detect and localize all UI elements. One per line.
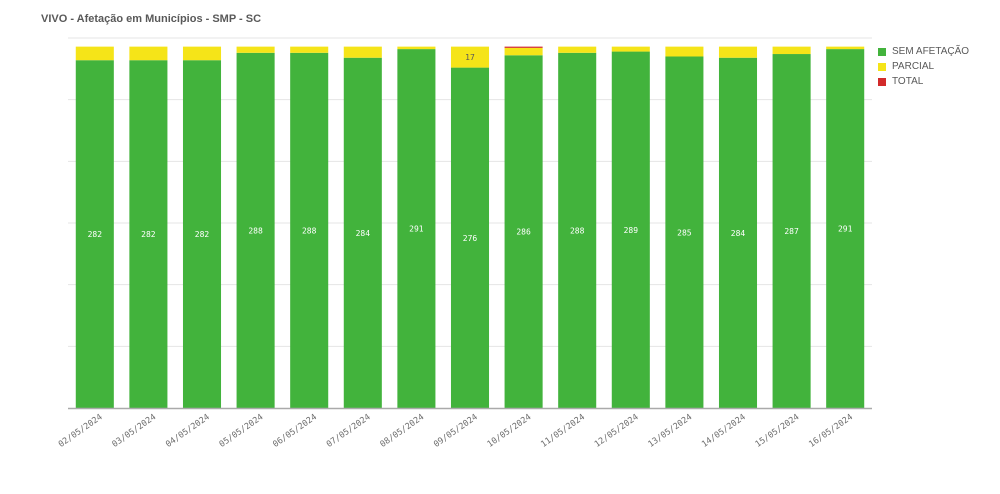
data-label: 289 <box>624 226 639 235</box>
bar-segment[interactable] <box>558 52 597 409</box>
bar-segment[interactable] <box>236 46 275 53</box>
legend: SEM AFETAÇÃO PARCIAL TOTAL <box>878 44 969 89</box>
data-label: 288 <box>248 226 263 235</box>
bar-segment[interactable] <box>450 46 490 68</box>
data-label: 287 <box>784 227 799 236</box>
data-label: 288 <box>570 226 585 235</box>
x-tick-label: 11/05/2024 <box>539 412 587 450</box>
bar-segment[interactable] <box>182 46 222 61</box>
x-tick-label: 03/05/2024 <box>110 412 158 450</box>
bar-segment[interactable] <box>665 46 704 57</box>
bar-segment[interactable] <box>129 46 168 61</box>
bar-segment[interactable] <box>397 49 436 408</box>
bar-segment[interactable] <box>504 46 543 48</box>
legend-item[interactable]: PARCIAL <box>878 59 969 74</box>
data-label: 282 <box>88 230 103 239</box>
data-label: 285 <box>677 228 692 237</box>
bar-segment[interactable] <box>718 57 758 408</box>
bar-segment[interactable] <box>826 46 865 50</box>
legend-swatch <box>878 47 886 56</box>
x-tick-label: 10/05/2024 <box>486 412 534 450</box>
x-tick-label: 16/05/2024 <box>807 412 855 450</box>
x-tick-label: 06/05/2024 <box>271 412 319 450</box>
bar-segment[interactable] <box>611 46 650 52</box>
legend-item[interactable]: TOTAL <box>878 74 969 89</box>
bar-segment[interactable] <box>129 60 168 408</box>
legend-swatch <box>878 62 886 71</box>
data-label: 282 <box>195 230 210 239</box>
bar-segment[interactable] <box>558 46 597 53</box>
x-tick-label: 12/05/2024 <box>593 412 641 450</box>
bar-segment[interactable] <box>236 52 275 409</box>
bar-segment[interactable] <box>718 46 758 58</box>
x-tick-label: 02/05/2024 <box>57 412 105 450</box>
x-tick-label: 07/05/2024 <box>325 412 373 450</box>
x-tick-label: 08/05/2024 <box>378 412 426 450</box>
x-tick-label: 14/05/2024 <box>700 412 748 450</box>
data-label: 288 <box>302 226 317 235</box>
legend-label: PARCIAL <box>892 61 935 72</box>
bar-segment[interactable] <box>75 46 114 61</box>
bar-segment[interactable] <box>182 60 222 408</box>
bar-segment[interactable] <box>504 47 543 56</box>
legend-label: SEM AFETAÇÃO <box>892 46 970 57</box>
bar-segment[interactable] <box>343 46 382 58</box>
bar-segment[interactable] <box>611 51 650 409</box>
bar-segment[interactable] <box>343 57 382 408</box>
data-label: 284 <box>731 229 746 238</box>
data-label: 286 <box>516 228 531 237</box>
bar-segment[interactable] <box>290 52 329 409</box>
bar-segment[interactable] <box>504 55 543 409</box>
legend-label: TOTAL <box>892 76 924 87</box>
data-label: 284 <box>356 229 371 238</box>
bar-segment[interactable] <box>772 54 811 409</box>
x-tick-label: 09/05/2024 <box>432 412 480 450</box>
chart-title: VIVO - Afetação em Municípios - SMP - SC <box>41 13 262 25</box>
legend-item[interactable]: SEM AFETAÇÃO <box>878 44 969 59</box>
data-label: 291 <box>409 225 424 234</box>
bar-segment[interactable] <box>826 49 865 408</box>
data-label: 282 <box>141 230 156 239</box>
x-tick-label: 15/05/2024 <box>754 412 802 450</box>
bar-segment[interactable] <box>772 46 811 55</box>
bar-segment[interactable] <box>75 60 114 408</box>
bar-segment[interactable] <box>665 56 704 409</box>
bar-segment[interactable] <box>450 67 490 408</box>
data-label: 291 <box>838 225 853 234</box>
legend-swatch <box>878 77 886 86</box>
x-tick-label: 04/05/2024 <box>164 412 212 450</box>
x-tick-label: 13/05/2024 <box>646 412 694 450</box>
bar-segment[interactable] <box>397 46 436 50</box>
data-label: 17 <box>465 53 475 62</box>
x-tick-label: 05/05/2024 <box>218 412 266 450</box>
bar-segment[interactable] <box>290 46 329 53</box>
data-label: 276 <box>463 234 478 243</box>
